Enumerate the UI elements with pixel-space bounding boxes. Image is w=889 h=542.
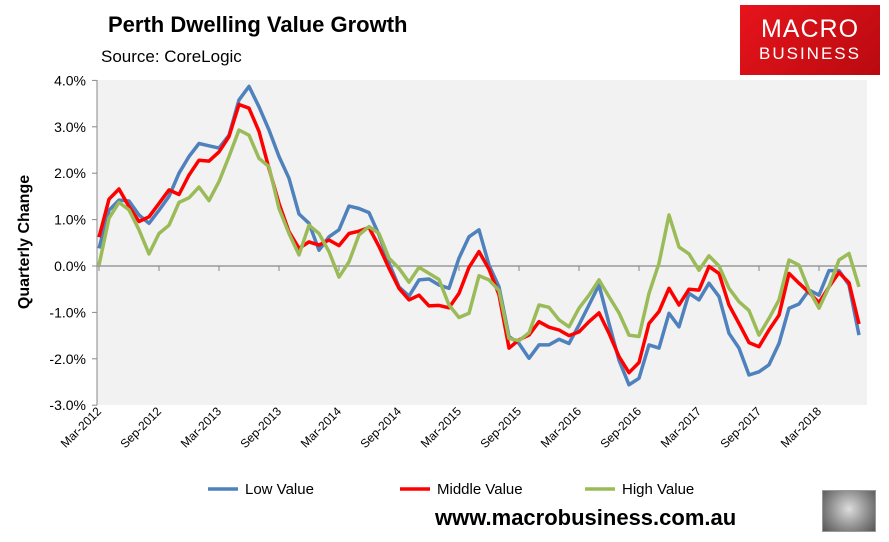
series-lines [97, 84, 861, 387]
macrobusiness-logo: MACRO BUSINESS [740, 5, 880, 75]
y-axis: -3.0% -2.0% -1.0% 0.0% 1.0% 2.0% 3.0% 4.0% [49, 72, 98, 413]
logo-line-1: MACRO [760, 15, 860, 43]
x-tick-label: Mar-2013 [178, 404, 224, 450]
logo-line-2: BUSINESS [759, 44, 861, 63]
series-line-middle [97, 102, 861, 375]
y-tick-label: -2.0% [49, 351, 86, 367]
x-tick-label: Mar-2016 [538, 404, 584, 450]
y-tick-label: 0.0% [54, 258, 86, 274]
y-tick-label: 4.0% [54, 72, 86, 88]
x-tick-label: Mar-2017 [658, 404, 704, 450]
x-tick-label: Sep-2012 [117, 404, 164, 451]
source-label: Source: CoreLogic [101, 47, 242, 66]
x-tick-label: Sep-2017 [717, 404, 764, 451]
series-line-high [97, 128, 861, 343]
website-url: www.macrobusiness.com.au [435, 505, 737, 530]
y-axis-label: Quarterly Change [16, 175, 33, 309]
chart-title: Perth Dwelling Value Growth [108, 12, 408, 37]
x-tick-label: Mar-2018 [778, 404, 824, 450]
legend-label-middle: Middle Value [437, 481, 523, 498]
legend-label-low: Low Value [245, 481, 314, 498]
x-tick-label: Mar-2014 [298, 404, 344, 450]
legend: Low Value Middle Value High Value [208, 481, 694, 498]
x-tick-label: Mar-2015 [418, 404, 464, 450]
legend-label-high: High Value [622, 481, 694, 498]
x-tick-label: Sep-2014 [357, 404, 404, 451]
x-tick-label: Sep-2015 [477, 404, 524, 451]
wolf-image [822, 490, 876, 532]
y-tick-label: 2.0% [54, 165, 86, 181]
x-tick-label: Sep-2016 [597, 404, 644, 451]
y-tick-label: -3.0% [49, 397, 86, 413]
y-tick-label: -1.0% [49, 304, 86, 320]
x-tick-label: Sep-2013 [237, 404, 284, 451]
y-tick-label: 1.0% [54, 212, 86, 228]
y-tick-label: 3.0% [54, 119, 86, 135]
